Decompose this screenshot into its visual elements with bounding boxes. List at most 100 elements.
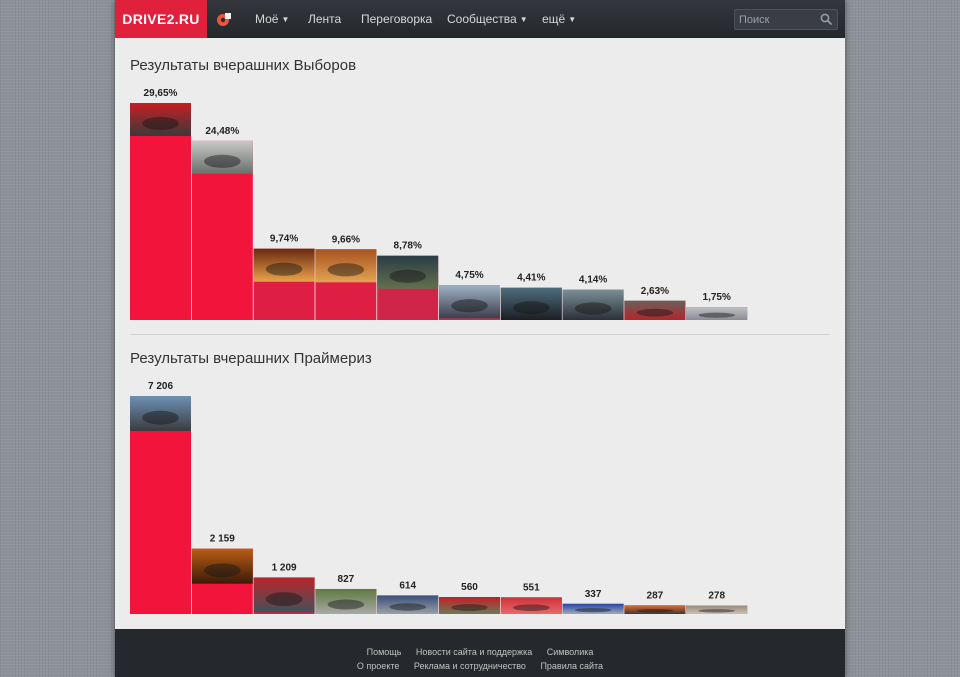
car-thumbnail — [500, 597, 562, 614]
car-thumbnail — [315, 249, 377, 283]
car-thumbnail — [253, 577, 315, 613]
data-label: 4,41% — [517, 273, 545, 284]
car-silhouette — [636, 308, 674, 317]
bar-group[interactable]: 2,63% — [624, 286, 686, 320]
nav-item-communities[interactable]: Сообщества ▼ — [447, 0, 528, 38]
car-silhouette — [265, 592, 303, 607]
car-silhouette — [265, 262, 303, 276]
car-silhouette — [698, 312, 735, 318]
car-thumbnail — [686, 605, 748, 614]
footer-link-symbols[interactable]: Символика — [546, 647, 594, 657]
footer-link-rules[interactable]: Правила сайта — [540, 661, 604, 671]
section-divider — [130, 334, 830, 335]
data-label: 2,63% — [641, 286, 669, 297]
car-thumbnail — [439, 285, 500, 319]
car-thumbnail — [377, 255, 439, 289]
bar-group[interactable]: 278 — [686, 591, 748, 614]
car-silhouette — [574, 608, 612, 613]
bar — [130, 396, 191, 614]
primaries-chart: 7 206 2 159 1 209 827 614 560 551 337 287 278 — [130, 381, 748, 614]
data-label: 287 — [647, 590, 664, 601]
data-label: 7 206 — [148, 381, 173, 392]
bar-group[interactable]: 7 206 — [130, 381, 191, 614]
bar-group[interactable]: 337 — [562, 589, 624, 614]
site-logo[interactable]: DRIVE2.RU — [115, 0, 207, 38]
car-thumbnail — [130, 103, 191, 136]
car-thumbnail — [624, 300, 686, 320]
car-thumbnail — [191, 548, 253, 584]
car-silhouette — [389, 603, 427, 611]
bar-group[interactable]: 8,78% — [377, 241, 439, 320]
bar-group[interactable]: 1,75% — [686, 292, 748, 320]
bar-group[interactable]: 9,66% — [315, 234, 377, 320]
data-label: 9,74% — [270, 234, 298, 245]
bar-group[interactable]: 560 — [439, 582, 500, 614]
bar — [130, 103, 191, 320]
data-label: 8,78% — [394, 241, 422, 252]
bar-group[interactable]: 24,48% — [191, 126, 253, 320]
car-silhouette — [574, 302, 612, 315]
search-input[interactable] — [739, 11, 817, 28]
bar-group[interactable]: 287 — [624, 590, 686, 614]
car-thumbnail — [439, 597, 500, 614]
car-thumbnail — [562, 603, 624, 614]
site-footer: Помощь Новости сайта и поддержка Символи… — [115, 629, 845, 677]
bar-group[interactable]: 827 — [315, 574, 377, 614]
data-label: 337 — [585, 589, 602, 600]
data-label: 24,48% — [205, 126, 239, 137]
car-thumbnail — [624, 605, 686, 614]
footer-links-row-2: О проекте Реклама и сотрудничество Прави… — [115, 661, 845, 671]
car-thumbnail — [191, 140, 253, 174]
footer-link-help[interactable]: Помощь — [366, 647, 402, 657]
car-silhouette — [513, 301, 550, 315]
data-label: 1,75% — [703, 292, 731, 303]
car-silhouette — [389, 269, 427, 283]
car-thumbnail — [686, 307, 748, 320]
notifications-icon[interactable] — [216, 11, 232, 27]
data-label: 614 — [399, 580, 416, 591]
car-silhouette — [451, 604, 488, 611]
bar-group[interactable]: 4,41% — [500, 273, 562, 320]
search-icon[interactable] — [820, 13, 833, 26]
nav-item-talks[interactable]: Переговорка — [361, 0, 432, 38]
car-thumbnail — [377, 595, 439, 614]
footer-link-ads[interactable]: Реклама и сотрудничество — [413, 661, 526, 671]
nav-item-my[interactable]: Моё ▼ — [255, 0, 289, 38]
data-label: 1 209 — [272, 562, 297, 573]
caret-down-icon: ▼ — [281, 15, 290, 24]
footer-links-row-1: Помощь Новости сайта и поддержка Символи… — [115, 647, 845, 657]
nav-item-label: Моё — [255, 12, 279, 26]
bar-group[interactable]: 551 — [500, 582, 562, 614]
search-box — [734, 9, 838, 30]
footer-link-about[interactable]: О проекте — [356, 661, 400, 671]
car-silhouette — [451, 299, 488, 313]
car-silhouette — [327, 599, 365, 610]
data-label: 4,75% — [455, 270, 483, 281]
bar-group[interactable]: 29,65% — [130, 88, 191, 320]
car-thumbnail — [500, 287, 562, 320]
nav-item-label: Переговорка — [361, 12, 433, 26]
bar-group[interactable]: 9,74% — [253, 234, 315, 320]
elections-title: Результаты вчерашних Выборов — [130, 57, 357, 74]
nav-item-label: Лента — [308, 12, 342, 26]
car-thumbnail — [253, 248, 315, 282]
car-silhouette — [142, 410, 179, 425]
bar-group[interactable]: 1 209 — [253, 562, 315, 614]
caret-down-icon: ▼ — [519, 15, 528, 24]
data-label: 9,66% — [332, 234, 360, 245]
footer-link-news[interactable]: Новости сайта и поддержка — [415, 647, 533, 657]
data-label: 29,65% — [144, 88, 178, 99]
data-label: 4,14% — [579, 275, 607, 286]
bar-group[interactable]: 2 159 — [191, 534, 253, 614]
nav-item-more[interactable]: ещё ▼ — [542, 0, 576, 38]
bar-group[interactable]: 614 — [377, 580, 439, 614]
data-label: 827 — [338, 574, 355, 585]
car-silhouette — [636, 608, 674, 613]
nav-item-feed[interactable]: Лента — [308, 0, 341, 38]
bar-group[interactable]: 4,75% — [439, 270, 500, 320]
bar-group[interactable]: 4,14% — [562, 275, 624, 320]
data-label: 560 — [461, 582, 478, 593]
page-container: DRIVE2.RU Моё ▼ Лента Переговорка Сообщес… — [115, 0, 845, 677]
car-thumbnail — [130, 396, 191, 431]
car-silhouette — [204, 563, 241, 578]
